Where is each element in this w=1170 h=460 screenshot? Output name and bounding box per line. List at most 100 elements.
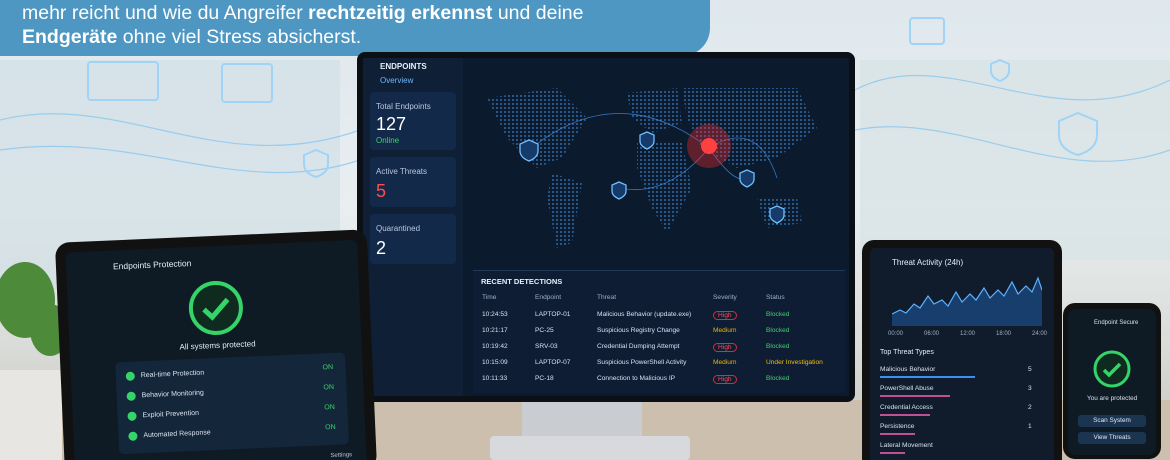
stat-card: Quarantined 2 bbox=[370, 214, 456, 264]
stat-value: 5 bbox=[376, 181, 387, 201]
table-cell: Medium bbox=[713, 359, 737, 366]
feature-state: ON bbox=[325, 423, 336, 432]
table-cell: PC-18 bbox=[535, 375, 554, 382]
threat-bar bbox=[880, 376, 975, 378]
threat-name: Malicious Behavior bbox=[880, 366, 936, 373]
threat-count: 5 bbox=[1028, 366, 1032, 373]
stat-card: Total Endpoints 127 Online bbox=[370, 92, 456, 150]
text: und deine bbox=[497, 2, 584, 24]
table-cell: Suspicious Registry Change bbox=[597, 327, 680, 334]
phone-screen: Endpoint Secure You are protected Scan S… bbox=[1068, 309, 1156, 455]
stat-value: 2 bbox=[376, 238, 387, 258]
table-cell: 10:24:53 bbox=[482, 311, 508, 318]
headline-line: Endgeräte ohne viel Stress absicherst. bbox=[22, 26, 361, 49]
feature-state: ON bbox=[322, 363, 334, 372]
feature-state: ON bbox=[323, 383, 335, 392]
stat-value: 127 bbox=[376, 114, 407, 134]
table-cell: Blocked bbox=[766, 343, 790, 350]
app-title: Endpoint Secure bbox=[1094, 320, 1139, 326]
threat-name: Persistence bbox=[880, 423, 915, 430]
threat-bar bbox=[880, 414, 930, 416]
phone: Endpoint Secure You are protected Scan S… bbox=[1063, 303, 1161, 459]
table-cell: LAPTOP-01 bbox=[535, 311, 571, 318]
column-header: Status bbox=[766, 294, 785, 301]
threat-count: 1 bbox=[1028, 423, 1032, 430]
table-cell: LAPTOP-07 bbox=[535, 359, 571, 366]
sidebar-subtitle: Overview bbox=[380, 76, 414, 85]
tablet-left: Endpoints Protection All systems protect… bbox=[54, 229, 378, 460]
section-title: Top Threat Types bbox=[880, 349, 934, 356]
stat-label: Quarantined bbox=[376, 224, 421, 233]
table-cell: Malicious Behavior (update.exe) bbox=[597, 311, 692, 318]
threat-bar bbox=[880, 433, 915, 435]
feature-state: ON bbox=[324, 403, 336, 412]
stat-label: Total Endpoints bbox=[376, 102, 431, 111]
threat-bar bbox=[880, 452, 905, 454]
table-cell: High bbox=[713, 311, 737, 320]
threats-button[interactable]: View Threats bbox=[1078, 432, 1146, 444]
features-list bbox=[115, 352, 349, 455]
bold-text: rechtzeitig erkennst bbox=[308, 2, 493, 24]
column-header: Endpoint bbox=[535, 294, 562, 301]
table-cell: Suspicious PowerShell Activity bbox=[597, 359, 687, 366]
column-header: Threat bbox=[597, 294, 617, 301]
status-text: You are protected bbox=[1087, 395, 1138, 402]
table-cell: Credential Dumping Attempt bbox=[597, 343, 680, 350]
bold-text: Endgeräte bbox=[22, 26, 118, 48]
x-label: 12:00 bbox=[960, 331, 976, 337]
table-cell: 10:15:09 bbox=[482, 359, 508, 366]
chart-title: Threat Activity (24h) bbox=[892, 258, 964, 267]
x-label: 24:00 bbox=[1032, 331, 1048, 337]
detections-panel: RECENT DETECTIONS Time Endpoint Threat S… bbox=[473, 270, 845, 393]
table-cell: 10:11:33 bbox=[482, 375, 508, 382]
tablet-screen: Threat Activity (24h) 00:00 06:00 12:00 18:… bbox=[870, 248, 1054, 460]
status-text: All systems protected bbox=[179, 339, 256, 352]
table-cell: 10:19:42 bbox=[482, 343, 508, 350]
table-cell: High bbox=[713, 375, 737, 384]
stat-label: Active Threats bbox=[376, 167, 427, 176]
world-map bbox=[487, 88, 817, 248]
tablet-right: Threat Activity (24h) 00:00 06:00 12:00 18:… bbox=[862, 240, 1062, 460]
table-cell: Connection to Malicious IP bbox=[597, 375, 676, 382]
text: ohne viel Stress absicherst. bbox=[122, 26, 362, 48]
monitor: ENDPOINTS Overview Total Endpoints 127 O… bbox=[357, 52, 855, 402]
panel-title: RECENT DETECTIONS bbox=[481, 277, 563, 286]
sidebar-title: ENDPOINTS bbox=[380, 62, 427, 71]
check-icon bbox=[188, 280, 243, 335]
column-header: Severity bbox=[713, 294, 737, 301]
threat-count: 2 bbox=[1028, 404, 1032, 411]
table-cell: Medium bbox=[713, 327, 737, 334]
activity-graph bbox=[892, 276, 1042, 326]
table-cell: SRV-03 bbox=[535, 343, 558, 350]
table-cell: High bbox=[713, 343, 737, 352]
threat-bar bbox=[880, 395, 950, 397]
headline-line: mehr reicht und wie du Angreifer rechtze… bbox=[22, 2, 583, 25]
check-icon bbox=[1093, 350, 1131, 388]
table-cell: PC-25 bbox=[535, 327, 554, 334]
sidebar: ENDPOINTS Overview Total Endpoints 127 O… bbox=[363, 58, 463, 396]
monitor-screen: ENDPOINTS Overview Total Endpoints 127 O… bbox=[363, 58, 849, 396]
text: mehr reicht und wie du Angreifer bbox=[22, 2, 303, 24]
headline-banner: mehr reicht und wie du Angreifer rechtze… bbox=[0, 0, 710, 56]
x-label: 18:00 bbox=[996, 331, 1012, 337]
stat-status: Online bbox=[376, 136, 400, 145]
table-cell: Blocked bbox=[766, 327, 790, 334]
table-cell: Under Investigation bbox=[766, 359, 823, 366]
app-title: Endpoints Protection bbox=[112, 257, 192, 272]
stat-card: Active Threats 5 bbox=[370, 157, 456, 207]
scan-button[interactable]: Scan System bbox=[1078, 415, 1146, 427]
threat-count: 3 bbox=[1028, 385, 1032, 392]
table-cell: Blocked bbox=[766, 375, 790, 382]
x-label: 00:00 bbox=[888, 331, 904, 337]
tablet-screen: Endpoints Protection All systems protect… bbox=[65, 239, 367, 460]
threat-name: Credential Access bbox=[880, 404, 933, 411]
table-cell: Blocked bbox=[766, 311, 790, 318]
x-label: 06:00 bbox=[924, 331, 940, 337]
threat-name: Lateral Movement bbox=[880, 442, 933, 449]
threat-name: PowerShell Abuse bbox=[880, 385, 934, 392]
table-cell: 10:21:17 bbox=[482, 327, 508, 334]
nav-settings[interactable]: Settings bbox=[330, 452, 353, 460]
column-header: Time bbox=[482, 294, 497, 301]
